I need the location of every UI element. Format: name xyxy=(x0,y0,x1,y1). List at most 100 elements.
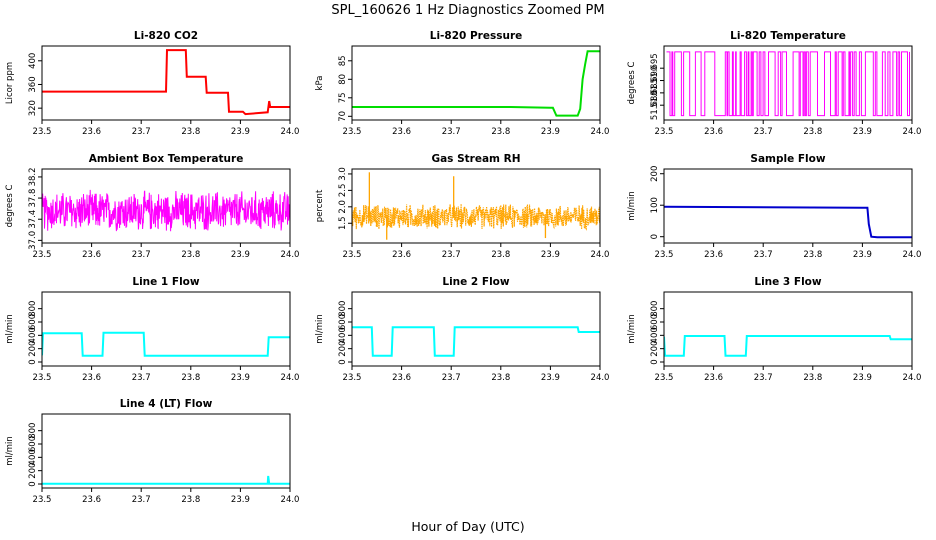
panel-title: Sample Flow xyxy=(750,153,825,165)
y-tick-label: 75 xyxy=(338,92,348,103)
x-tick-label: 23.5 xyxy=(655,250,674,260)
x-tick-label: 23.6 xyxy=(392,250,411,260)
y-tick-label: 0 xyxy=(28,359,38,364)
series-line xyxy=(42,189,290,232)
y-tick-label: 51.685 xyxy=(650,78,660,108)
panel-9: Line 3 Flow 23.5 23.6 23.7 23.8 23.9 24.0 0 2004… xyxy=(627,276,921,383)
x-tick-label: 23.6 xyxy=(392,127,411,137)
y-tick-label: 0 xyxy=(338,359,348,364)
panel-title: Line 4 (LT) Flow xyxy=(120,398,213,410)
x-axis-label: Hour of Day (UTC) xyxy=(411,519,524,534)
series-line xyxy=(352,326,600,357)
x-tick-label: 23.8 xyxy=(491,373,510,383)
x-tick-label: 23.5 xyxy=(33,127,52,137)
y-axis-label: ml/min xyxy=(315,314,325,344)
x-tick-label: 23.8 xyxy=(181,373,200,383)
y-tick-label: 600 xyxy=(338,314,348,330)
y-tick-label: 0 xyxy=(650,234,660,239)
series-line xyxy=(664,205,912,239)
y-tick-label: 200 xyxy=(28,341,38,357)
x-tick-label: 23.5 xyxy=(33,250,52,260)
series-line xyxy=(42,331,290,357)
y-tick-label: 800 xyxy=(650,301,660,317)
y-tick-label: 600 xyxy=(650,314,660,330)
y-tick-label: 200 xyxy=(338,341,348,357)
panel-2: Li-820 Pressure 23.5 23.6 23.7 23.8 23.9 24.0 7… xyxy=(315,30,609,137)
x-tick-label: 23.9 xyxy=(541,250,560,260)
plot-frame xyxy=(41,45,291,121)
y-tick-label: 51.680 xyxy=(650,90,660,120)
x-tick-label: 23.7 xyxy=(442,250,461,260)
y-tick-label: 3.0 xyxy=(338,167,348,181)
y-tick-label: 37.8 xyxy=(28,189,38,208)
y-tick-label: 1.5 xyxy=(338,217,348,231)
plot-frame xyxy=(351,45,601,121)
panel-6: Sample Flow 23.5 23.6 23.7 23.8 23.9 24.0 0 100 2… xyxy=(627,153,921,260)
y-tick-label: 200 xyxy=(28,463,38,479)
x-tick-label: 24.0 xyxy=(591,250,610,260)
y-axis-label: Licor ppm xyxy=(5,62,15,104)
panel-title: Li-820 CO2 xyxy=(134,30,198,42)
y-tick-label: 400 xyxy=(338,327,348,343)
y-tick-label: 600 xyxy=(28,314,38,330)
x-tick-label: 23.5 xyxy=(33,373,52,383)
x-tick-label: 23.8 xyxy=(803,250,822,260)
plot-frame xyxy=(351,168,601,244)
x-tick-label: 23.9 xyxy=(231,495,250,505)
x-tick-label: 24.0 xyxy=(281,250,300,260)
x-tick-label: 23.6 xyxy=(82,127,101,137)
y-tick-label: 800 xyxy=(28,423,38,439)
y-axis-label: ml/min xyxy=(5,314,15,344)
series-line xyxy=(42,49,290,116)
x-tick-label: 23.9 xyxy=(231,373,250,383)
panel-7: Line 1 Flow 23.5 23.6 23.7 23.8 23.9 24.0 0 2004… xyxy=(5,276,299,383)
panel-title: Line 2 Flow xyxy=(442,276,509,288)
x-tick-label: 23.8 xyxy=(181,495,200,505)
x-tick-label: 23.8 xyxy=(181,127,200,137)
y-tick-label: 51.690 xyxy=(650,66,660,96)
plot-frame xyxy=(41,413,291,489)
x-tick-label: 23.5 xyxy=(33,495,52,505)
x-tick-label: 24.0 xyxy=(281,127,300,137)
x-tick-label: 24.0 xyxy=(591,127,610,137)
panel-title: Line 3 Flow xyxy=(754,276,821,288)
x-tick-label: 23.8 xyxy=(803,127,822,137)
x-tick-label: 23.5 xyxy=(655,373,674,383)
x-tick-label: 23.9 xyxy=(853,250,872,260)
x-tick-label: 24.0 xyxy=(281,495,300,505)
y-axis-label: ml/min xyxy=(627,191,637,221)
y-axis-label: degrees C xyxy=(5,185,15,228)
series-line xyxy=(42,475,290,485)
x-tick-label: 23.6 xyxy=(82,250,101,260)
x-tick-label: 23.9 xyxy=(231,250,250,260)
y-axis-label: percent xyxy=(315,189,325,222)
x-tick-label: 23.9 xyxy=(853,127,872,137)
panel-8: Line 2 Flow 23.5 23.6 23.7 23.8 23.9 24.0 0 2004… xyxy=(315,276,609,383)
y-tick-label: 800 xyxy=(28,301,38,317)
plot-frame xyxy=(663,45,913,121)
x-tick-label: 23.6 xyxy=(704,373,723,383)
x-tick-label: 23.5 xyxy=(343,250,362,260)
y-tick-label: 37.0 xyxy=(28,231,38,250)
x-tick-label: 24.0 xyxy=(591,373,610,383)
panel-title: Li-820 Temperature xyxy=(730,30,846,42)
x-tick-label: 23.6 xyxy=(704,127,723,137)
x-tick-label: 24.0 xyxy=(281,373,300,383)
y-tick-label: 0 xyxy=(650,359,660,364)
y-tick-label: 400 xyxy=(28,53,38,69)
y-tick-label: 100 xyxy=(650,197,660,213)
x-tick-label: 23.7 xyxy=(754,250,773,260)
y-tick-label: 51.695 xyxy=(650,53,660,83)
series-line xyxy=(664,335,912,357)
plot-frame xyxy=(663,291,913,367)
x-tick-label: 23.7 xyxy=(132,250,151,260)
y-tick-label: 37.4 xyxy=(28,210,38,229)
panel-title: Ambient Box Temperature xyxy=(89,153,244,165)
x-tick-label: 23.7 xyxy=(754,127,773,137)
x-tick-label: 23.6 xyxy=(392,373,411,383)
figure-title: SPL_160626 1 Hz Diagnostics Zoomed PM xyxy=(331,3,604,18)
y-axis-label: ml/min xyxy=(627,314,637,344)
y-tick-label: 400 xyxy=(28,449,38,465)
panel-3: Li-820 Temperature 23.5 23.6 23.7 23.8 23.9 24… xyxy=(627,30,921,137)
